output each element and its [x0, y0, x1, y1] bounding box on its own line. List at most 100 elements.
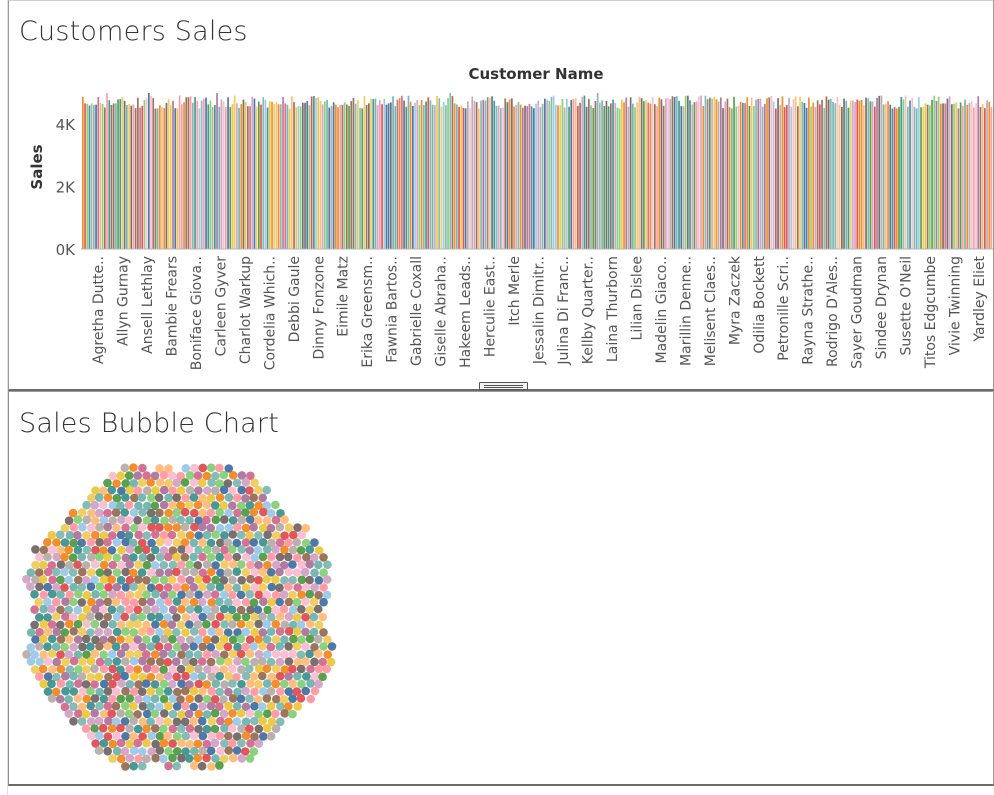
bubble[interactable]	[202, 753, 211, 763]
bubble[interactable]	[241, 523, 251, 533]
bubble[interactable]	[258, 612, 267, 621]
bubble[interactable]	[99, 650, 108, 659]
bubble[interactable]	[147, 568, 156, 577]
bubble[interactable]	[64, 605, 73, 615]
bubble[interactable]	[185, 575, 195, 585]
bar[interactable]	[563, 107, 566, 250]
bubble[interactable]	[310, 686, 320, 696]
bubble[interactable]	[164, 552, 173, 562]
bar[interactable]	[684, 95, 687, 249]
bar[interactable]	[535, 103, 537, 249]
bubble[interactable]	[155, 657, 165, 666]
bar[interactable]	[816, 100, 819, 250]
bar[interactable]	[753, 106, 755, 249]
bubble[interactable]	[198, 552, 207, 562]
bubble[interactable]	[103, 701, 113, 711]
bubble[interactable]	[193, 561, 203, 570]
bubble[interactable]	[133, 605, 143, 615]
bubble[interactable]	[133, 516, 142, 525]
bubble[interactable]	[129, 672, 139, 681]
bubble[interactable]	[190, 508, 199, 518]
bubble[interactable]	[64, 545, 73, 555]
bar[interactable]	[854, 102, 856, 249]
bubble[interactable]	[130, 523, 139, 533]
bubble[interactable]	[91, 739, 100, 748]
bubble[interactable]	[189, 597, 199, 607]
bubble[interactable]	[137, 627, 147, 636]
bubble[interactable]	[211, 561, 220, 570]
bubble[interactable]	[293, 657, 303, 667]
bubble[interactable]	[164, 508, 173, 518]
bubble[interactable]	[197, 716, 207, 726]
bubble[interactable]	[189, 552, 198, 562]
bubble[interactable]	[176, 560, 186, 569]
bar[interactable]	[984, 108, 986, 249]
bubble[interactable]	[52, 672, 61, 682]
bar[interactable]	[220, 99, 223, 250]
bubble[interactable]	[26, 657, 36, 666]
bubble[interactable]	[159, 546, 169, 555]
bar[interactable]	[832, 102, 834, 249]
bubble[interactable]	[159, 605, 168, 614]
bubble[interactable]	[220, 723, 229, 733]
bubble[interactable]	[107, 546, 117, 555]
bar[interactable]	[533, 108, 535, 249]
bubble[interactable]	[206, 612, 216, 621]
bubble[interactable]	[150, 501, 160, 511]
bubble[interactable]	[155, 568, 164, 577]
bubble[interactable]	[86, 672, 96, 682]
bar[interactable]	[726, 98, 729, 249]
bubble[interactable]	[150, 515, 160, 525]
bar[interactable]	[909, 100, 911, 250]
bar[interactable]	[539, 107, 542, 249]
bubble[interactable]	[108, 531, 117, 540]
bubble[interactable]	[77, 538, 86, 548]
bar[interactable]	[607, 106, 610, 250]
bubble[interactable]	[163, 671, 173, 681]
bubble[interactable]	[180, 642, 190, 652]
bubble[interactable]	[266, 657, 276, 667]
bar[interactable]	[979, 107, 982, 249]
bar[interactable]	[167, 99, 170, 249]
bar[interactable]	[940, 103, 942, 249]
bubble[interactable]	[120, 612, 130, 622]
bar[interactable]	[511, 98, 513, 250]
bubble[interactable]	[69, 538, 78, 548]
bubble[interactable]	[275, 657, 285, 667]
bubble[interactable]	[137, 583, 147, 592]
bar[interactable]	[315, 98, 317, 249]
bubble[interactable]	[319, 642, 328, 651]
bubble[interactable]	[202, 739, 212, 749]
bubble[interactable]	[296, 546, 306, 555]
bubble[interactable]	[275, 552, 285, 562]
bubble[interactable]	[185, 590, 195, 599]
bar[interactable]	[225, 106, 227, 250]
bubble[interactable]	[125, 605, 134, 614]
bubble[interactable]	[48, 665, 57, 674]
bubble[interactable]	[271, 590, 281, 600]
bar[interactable]	[722, 108, 724, 249]
bubble[interactable]	[280, 709, 290, 718]
bubble[interactable]	[159, 590, 169, 600]
bubble[interactable]	[176, 515, 185, 525]
bubble[interactable]	[98, 723, 108, 733]
bubble[interactable]	[150, 680, 160, 689]
bubble[interactable]	[171, 657, 181, 666]
bubble[interactable]	[60, 583, 69, 592]
bubble[interactable]	[305, 649, 314, 659]
bubble[interactable]	[77, 552, 87, 562]
bubble[interactable]	[64, 695, 73, 704]
bubble[interactable]	[184, 754, 194, 763]
bar[interactable]	[170, 104, 172, 249]
bubble[interactable]	[202, 515, 211, 525]
bubble[interactable]	[172, 761, 181, 771]
bubble[interactable]	[211, 471, 220, 481]
bar[interactable]	[493, 100, 496, 249]
bubble[interactable]	[168, 486, 177, 495]
bar[interactable]	[328, 107, 331, 249]
bubble[interactable]	[56, 546, 65, 555]
bar[interactable]	[104, 107, 106, 250]
bubble[interactable]	[141, 650, 151, 659]
bar[interactable]	[427, 97, 430, 250]
bar[interactable]	[423, 104, 425, 250]
